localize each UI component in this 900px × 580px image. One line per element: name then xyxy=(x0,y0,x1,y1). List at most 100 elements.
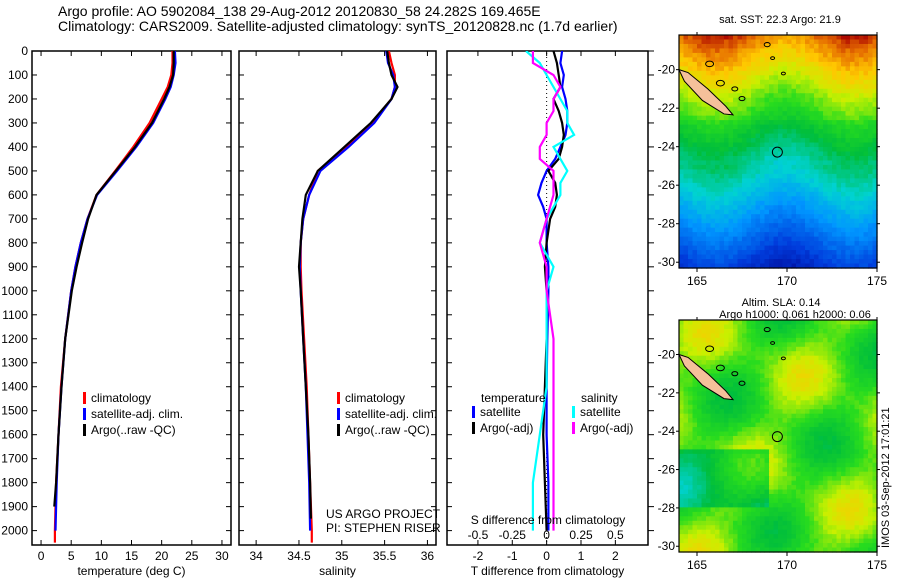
heatmap-cell xyxy=(791,449,797,455)
sal-legend-label: Argo(..raw -QC) xyxy=(345,423,430,437)
heatmap-cell xyxy=(805,427,811,433)
heatmap-cell xyxy=(728,84,734,90)
heatmap-cell xyxy=(868,547,874,553)
sla-map-title: Altim. SLA: 0.14 xyxy=(741,297,821,309)
heatmap-cell xyxy=(769,111,775,117)
heatmap-cell xyxy=(782,205,788,211)
heatmap-cell xyxy=(715,93,721,99)
heatmap-cell xyxy=(845,52,851,58)
heatmap-cell xyxy=(773,169,779,175)
heatmap-cell xyxy=(787,534,793,540)
heatmap-cell xyxy=(724,534,730,540)
heatmap-cell xyxy=(796,191,802,197)
heatmap-cell xyxy=(818,147,824,153)
heatmap-cell xyxy=(751,61,757,67)
heatmap-cell xyxy=(841,106,847,112)
heatmap-cell xyxy=(809,196,815,202)
heatmap-cell xyxy=(841,400,847,406)
heatmap-cell xyxy=(755,333,761,339)
heatmap-cell xyxy=(760,440,766,446)
heatmap-cell xyxy=(679,337,685,343)
heatmap-cell xyxy=(715,507,721,513)
heatmap-cell xyxy=(773,529,779,535)
heatmap-cell xyxy=(854,57,860,63)
heatmap-cell xyxy=(724,129,730,135)
heatmap-cell xyxy=(724,43,730,50)
heatmap-cell xyxy=(814,160,820,166)
heatmap-cell xyxy=(746,462,752,468)
heatmap-cell xyxy=(872,223,878,229)
heatmap-cell xyxy=(787,427,793,433)
heatmap-cell xyxy=(697,106,703,112)
heatmap-cell xyxy=(688,232,694,238)
heatmap-cell xyxy=(728,337,734,343)
heatmap-cell xyxy=(692,413,698,419)
heatmap-cell xyxy=(692,209,698,215)
heatmap-cell xyxy=(809,436,815,442)
heatmap-cell xyxy=(787,160,793,166)
heatmap-cell xyxy=(836,333,842,339)
heatmap-cell xyxy=(796,538,802,544)
heatmap-cell xyxy=(841,444,847,450)
heatmap-cell xyxy=(850,57,856,63)
heatmap-cell xyxy=(751,413,757,419)
heatmap-cell xyxy=(751,155,757,162)
heatmap-cell xyxy=(746,337,752,343)
heatmap-cell xyxy=(845,218,851,224)
heatmap-cell xyxy=(854,364,860,370)
heatmap-cell xyxy=(746,182,752,188)
heatmap-cell xyxy=(701,391,707,397)
heatmap-cell xyxy=(836,427,842,433)
x-tick-label: 34 xyxy=(249,549,263,563)
heatmap-cell xyxy=(845,151,851,157)
heatmap-cell xyxy=(733,263,739,269)
heatmap-cell xyxy=(683,151,689,157)
heatmap-cell xyxy=(679,351,685,357)
heatmap-cell xyxy=(710,232,716,238)
heatmap-cell xyxy=(868,418,874,424)
heatmap-cell xyxy=(800,395,806,401)
heatmap-cell xyxy=(805,395,811,401)
heatmap-cell xyxy=(715,182,721,188)
heatmap-cell xyxy=(859,232,865,238)
heatmap-cell xyxy=(836,436,842,442)
heatmap-cell xyxy=(778,369,784,375)
heatmap-cell xyxy=(724,489,730,495)
heatmap-cell xyxy=(715,173,721,179)
heatmap-cell xyxy=(863,263,869,269)
x-axis-label: T difference from climatology xyxy=(471,564,625,578)
heatmap-cell xyxy=(760,449,766,455)
heatmap-cell xyxy=(692,543,698,549)
heatmap-cell xyxy=(809,39,815,45)
heatmap-cell xyxy=(805,431,811,437)
heatmap-cell xyxy=(778,61,784,67)
heatmap-cell xyxy=(823,70,829,76)
heatmap-cell xyxy=(827,525,833,531)
heatmap-cell xyxy=(692,431,698,437)
heatmap-cell xyxy=(728,106,734,112)
heatmap-cell xyxy=(854,476,860,482)
heatmap-cell xyxy=(697,458,703,464)
heatmap-cell xyxy=(733,485,739,491)
heatmap-cell xyxy=(701,111,707,117)
heatmap-cell xyxy=(760,115,766,121)
heatmap-cell xyxy=(733,400,739,406)
heatmap-cell xyxy=(850,138,856,144)
heatmap-cell xyxy=(733,209,739,215)
heatmap-cell xyxy=(818,529,824,535)
heatmap-cell xyxy=(809,320,815,326)
heatmap-cell xyxy=(850,516,856,522)
heatmap-cell xyxy=(805,147,811,153)
heatmap-cell xyxy=(697,547,703,553)
heatmap-cell xyxy=(773,320,779,326)
heatmap-cell xyxy=(841,328,847,334)
heatmap-cell xyxy=(814,79,820,85)
heatmap-cell xyxy=(841,391,847,397)
heatmap-cell xyxy=(769,93,775,99)
heatmap-cell xyxy=(800,147,806,153)
heatmap-cell xyxy=(719,529,725,535)
heatmap-cell xyxy=(859,259,865,265)
heatmap-cell xyxy=(724,155,730,162)
heatmap-cell xyxy=(697,70,703,76)
heatmap-cell xyxy=(832,440,838,446)
